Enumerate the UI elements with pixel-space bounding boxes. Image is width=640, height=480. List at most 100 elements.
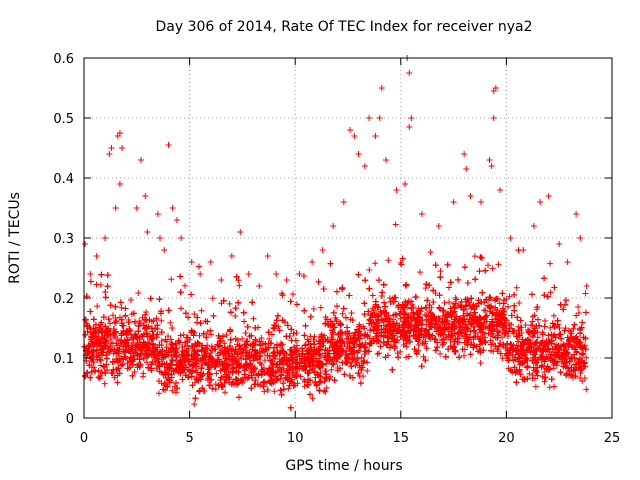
- data-point: [232, 312, 239, 319]
- data-point: [299, 345, 306, 352]
- data-point: [226, 300, 233, 307]
- data-point: [337, 320, 344, 327]
- data-point: [209, 385, 216, 392]
- data-point: [172, 379, 179, 386]
- data-point: [393, 312, 400, 319]
- data-point: [196, 332, 203, 339]
- data-point: [582, 290, 589, 297]
- data-point: [93, 281, 100, 288]
- data-point: [239, 335, 246, 342]
- data-point: [511, 307, 518, 314]
- data-point: [405, 314, 412, 321]
- data-point: [564, 365, 571, 372]
- data-point: [107, 320, 114, 327]
- data-point: [517, 324, 524, 331]
- data-point: [96, 375, 103, 382]
- data-point: [158, 317, 165, 324]
- data-point: [354, 355, 361, 362]
- data-point: [98, 362, 104, 369]
- data-point: [268, 331, 275, 338]
- data-point: [397, 315, 404, 322]
- data-point: [577, 355, 584, 362]
- data-point: [124, 336, 131, 343]
- data-point: [221, 340, 228, 347]
- data-point: [541, 378, 548, 385]
- data-point: [84, 328, 91, 335]
- data-point: [436, 305, 443, 312]
- data-point: [198, 307, 205, 314]
- data-point: [376, 350, 383, 357]
- data-point: [321, 378, 328, 385]
- data-point: [104, 283, 111, 290]
- data-point: [349, 356, 356, 363]
- data-point: [525, 326, 532, 333]
- data-point: [307, 313, 314, 320]
- data-point: [234, 351, 241, 358]
- data-point: [261, 388, 268, 395]
- data-point: [468, 305, 475, 312]
- data-point: [542, 317, 549, 324]
- data-point: [274, 341, 281, 348]
- data-point: [266, 335, 273, 342]
- data-point: [339, 310, 346, 317]
- data-point: [577, 374, 584, 381]
- data-point: [168, 276, 175, 283]
- data-point: [322, 388, 329, 395]
- data-point: [261, 357, 268, 364]
- data-point: [550, 312, 557, 319]
- data-point: [207, 327, 214, 334]
- data-point: [191, 401, 198, 408]
- data-point: [506, 320, 513, 327]
- data-point: [275, 323, 282, 330]
- data-point: [287, 404, 294, 411]
- data-point: [131, 368, 138, 375]
- data-point: [489, 265, 496, 272]
- data-point: [579, 378, 586, 385]
- data-point: [116, 346, 123, 352]
- data-point: [333, 318, 340, 325]
- data-point: [298, 350, 305, 357]
- data-point: [212, 386, 219, 393]
- data-point: [135, 290, 142, 297]
- data-point: [461, 352, 468, 359]
- data-point: [170, 368, 177, 375]
- data-point: [477, 360, 484, 367]
- data-point: [424, 297, 431, 304]
- data-point: [293, 351, 300, 358]
- data-point: [104, 272, 111, 279]
- data-point: [522, 322, 529, 329]
- data-point: [545, 332, 552, 339]
- data-point: [397, 348, 404, 355]
- data-point: [523, 364, 530, 371]
- data-point: [258, 335, 265, 342]
- data-point: [262, 341, 269, 348]
- data-point: [328, 366, 335, 373]
- data-point: [294, 380, 301, 387]
- data-point: [573, 348, 580, 355]
- data-point: [583, 386, 590, 393]
- data-point: [135, 322, 142, 329]
- data-point: [495, 261, 502, 268]
- data-point: [459, 346, 466, 353]
- data-point: [251, 366, 258, 373]
- data-point: [285, 385, 292, 392]
- data-point: [532, 360, 539, 367]
- data-point: [143, 309, 150, 316]
- data-point: [222, 389, 229, 396]
- data-point: [204, 328, 211, 335]
- data-point: [433, 328, 440, 335]
- data-point: [131, 318, 138, 325]
- data-point: [392, 311, 399, 318]
- data-point: [436, 304, 443, 311]
- data-point: [310, 305, 317, 312]
- data-point: [215, 382, 222, 389]
- data-point: [482, 307, 489, 314]
- data-point: [386, 295, 393, 302]
- data-point: [472, 253, 479, 260]
- data-point: [120, 329, 127, 336]
- data-point: [420, 353, 427, 360]
- data-point: [557, 369, 564, 376]
- data-point: [472, 276, 479, 283]
- data-point: [169, 387, 176, 394]
- chart-title: Day 306 of 2014, Rate Of TEC Index for r…: [155, 19, 532, 35]
